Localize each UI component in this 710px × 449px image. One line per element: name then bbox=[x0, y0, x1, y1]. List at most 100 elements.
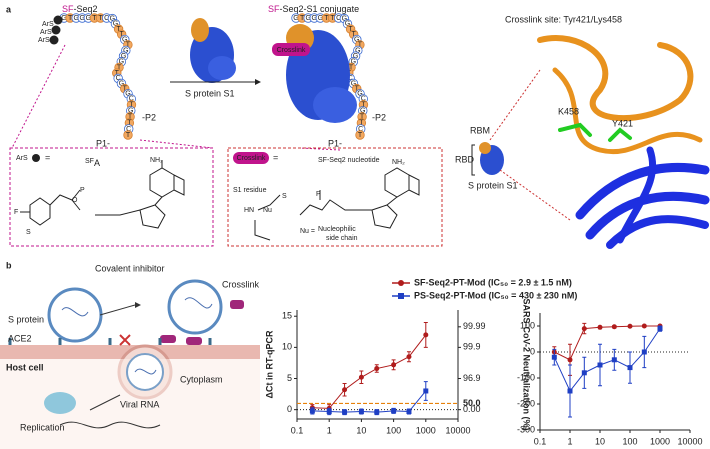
base-letter: G bbox=[122, 36, 127, 43]
base-letter: G bbox=[355, 47, 360, 54]
base-letter: G bbox=[121, 53, 126, 60]
panel-label: a bbox=[6, 4, 12, 14]
x-tick-label: 10000 bbox=[445, 425, 470, 435]
y-tick-label: -300 bbox=[517, 424, 535, 434]
crosslink-label: Crosslink bbox=[277, 47, 306, 54]
base-letter: C bbox=[129, 96, 134, 103]
y421-label: Y421 bbox=[612, 118, 633, 128]
x-tick-label: 0.1 bbox=[291, 425, 304, 435]
ars-label: ArS bbox=[42, 21, 54, 28]
covalent-inhibitor-label: Covalent inhibitor bbox=[95, 263, 165, 273]
p2-label: -P2 bbox=[372, 112, 386, 122]
base-letter: T bbox=[352, 31, 357, 38]
x-tick-label: 10000 bbox=[677, 436, 702, 446]
seq2-prefix: SF bbox=[62, 4, 74, 14]
base-letter: G bbox=[125, 91, 130, 98]
data-point bbox=[567, 388, 573, 394]
box-lhs: Crosslink bbox=[237, 155, 266, 162]
s-label: S bbox=[26, 229, 31, 236]
base-letter: G bbox=[353, 53, 358, 60]
crosslink-pill bbox=[233, 152, 269, 164]
base-letter: C bbox=[116, 75, 121, 82]
base-letter: G bbox=[354, 36, 359, 43]
f-label: F bbox=[14, 209, 18, 216]
bracket bbox=[471, 144, 475, 176]
x-tick-label: 1000 bbox=[416, 425, 436, 435]
site-title: Crosslink site: Tyr421/Lys458 bbox=[505, 14, 622, 24]
ars-label: ArS bbox=[40, 29, 52, 36]
base-letter: G bbox=[318, 15, 323, 22]
x-tick-label: 0.1 bbox=[534, 436, 547, 446]
base-letter: T bbox=[361, 102, 366, 109]
data-point bbox=[581, 370, 587, 376]
crosslink-label: Crosslink bbox=[222, 279, 260, 289]
base-letter: G bbox=[73, 15, 78, 22]
conjugate-protein bbox=[286, 24, 357, 123]
base-letter: T bbox=[355, 85, 360, 92]
rbd-label: RBD bbox=[455, 154, 475, 164]
a-base bbox=[32, 154, 40, 162]
seq2-title: SF-Seq2 bbox=[62, 4, 98, 14]
x-tick-label: 100 bbox=[622, 436, 637, 446]
base-letter: T bbox=[359, 120, 364, 127]
base-letter: T bbox=[126, 132, 131, 139]
panel-label: b bbox=[6, 260, 12, 270]
k458-label: K458 bbox=[558, 106, 579, 116]
base-letter: T bbox=[358, 42, 363, 49]
x-tick-label: 1 bbox=[327, 425, 332, 435]
data-point bbox=[611, 324, 617, 330]
data-point bbox=[641, 349, 647, 355]
data-point bbox=[391, 408, 397, 414]
base-letter: G bbox=[345, 21, 350, 28]
base-letter: G bbox=[119, 80, 124, 87]
p1-label: P1- bbox=[96, 138, 110, 148]
crosslink-pill bbox=[272, 43, 310, 56]
small-protein bbox=[479, 142, 504, 175]
data-point bbox=[567, 357, 573, 363]
base-letter: T bbox=[349, 64, 354, 71]
y2-tick-label: 0.00 bbox=[463, 404, 481, 414]
a-base-label: A bbox=[34, 155, 39, 162]
base-letter: T bbox=[324, 15, 329, 22]
base-letter: G bbox=[86, 15, 91, 22]
base-letter: T bbox=[128, 114, 133, 121]
chem-skeleton bbox=[254, 167, 420, 241]
data-point bbox=[657, 326, 663, 332]
base-letter: G bbox=[123, 47, 128, 54]
equals: = bbox=[273, 152, 278, 162]
x-tick-label: 100 bbox=[386, 425, 401, 435]
y2-tick-label: 96.9 bbox=[463, 373, 481, 383]
base-letter: T bbox=[116, 26, 121, 33]
nucleophilic-label: Nucleophilic bbox=[318, 226, 356, 233]
data-point bbox=[374, 366, 380, 372]
p2-label: -P2 bbox=[142, 112, 156, 122]
data-point bbox=[423, 388, 429, 394]
data-point bbox=[374, 409, 380, 415]
data-point bbox=[641, 323, 647, 329]
base-letter: T bbox=[330, 15, 335, 22]
y-tick-label: 15 bbox=[282, 311, 292, 321]
base-letter: T bbox=[127, 120, 132, 127]
data-point bbox=[406, 354, 412, 360]
y-tick-label: 5 bbox=[287, 373, 292, 383]
legend: SF-Seq2-PT-Mod (IC₅₀ = 2.9 ± 1.5 nM) PS-S… bbox=[392, 277, 577, 300]
series-line bbox=[312, 390, 427, 413]
series-line bbox=[312, 334, 427, 409]
base-letter: T bbox=[120, 31, 125, 38]
nu-eq-label: Nu = bbox=[300, 228, 315, 235]
base-letter: G bbox=[312, 15, 317, 22]
s1-small-label: S protein S1 bbox=[468, 180, 518, 190]
data-point bbox=[358, 374, 364, 380]
base-letter: G bbox=[110, 15, 115, 22]
ars-base: A bbox=[56, 17, 61, 24]
base-letter: G bbox=[305, 15, 310, 22]
definition-box bbox=[9, 147, 214, 247]
conjugate-title: SF-Seq2-S1 conjugate bbox=[268, 4, 359, 14]
base-letter: G bbox=[80, 15, 85, 22]
conjugate-text: -Seq2-S1 conjugate bbox=[280, 4, 360, 14]
cell-diagram bbox=[0, 279, 260, 449]
base-letter: C bbox=[361, 96, 366, 103]
base bbox=[355, 130, 365, 140]
